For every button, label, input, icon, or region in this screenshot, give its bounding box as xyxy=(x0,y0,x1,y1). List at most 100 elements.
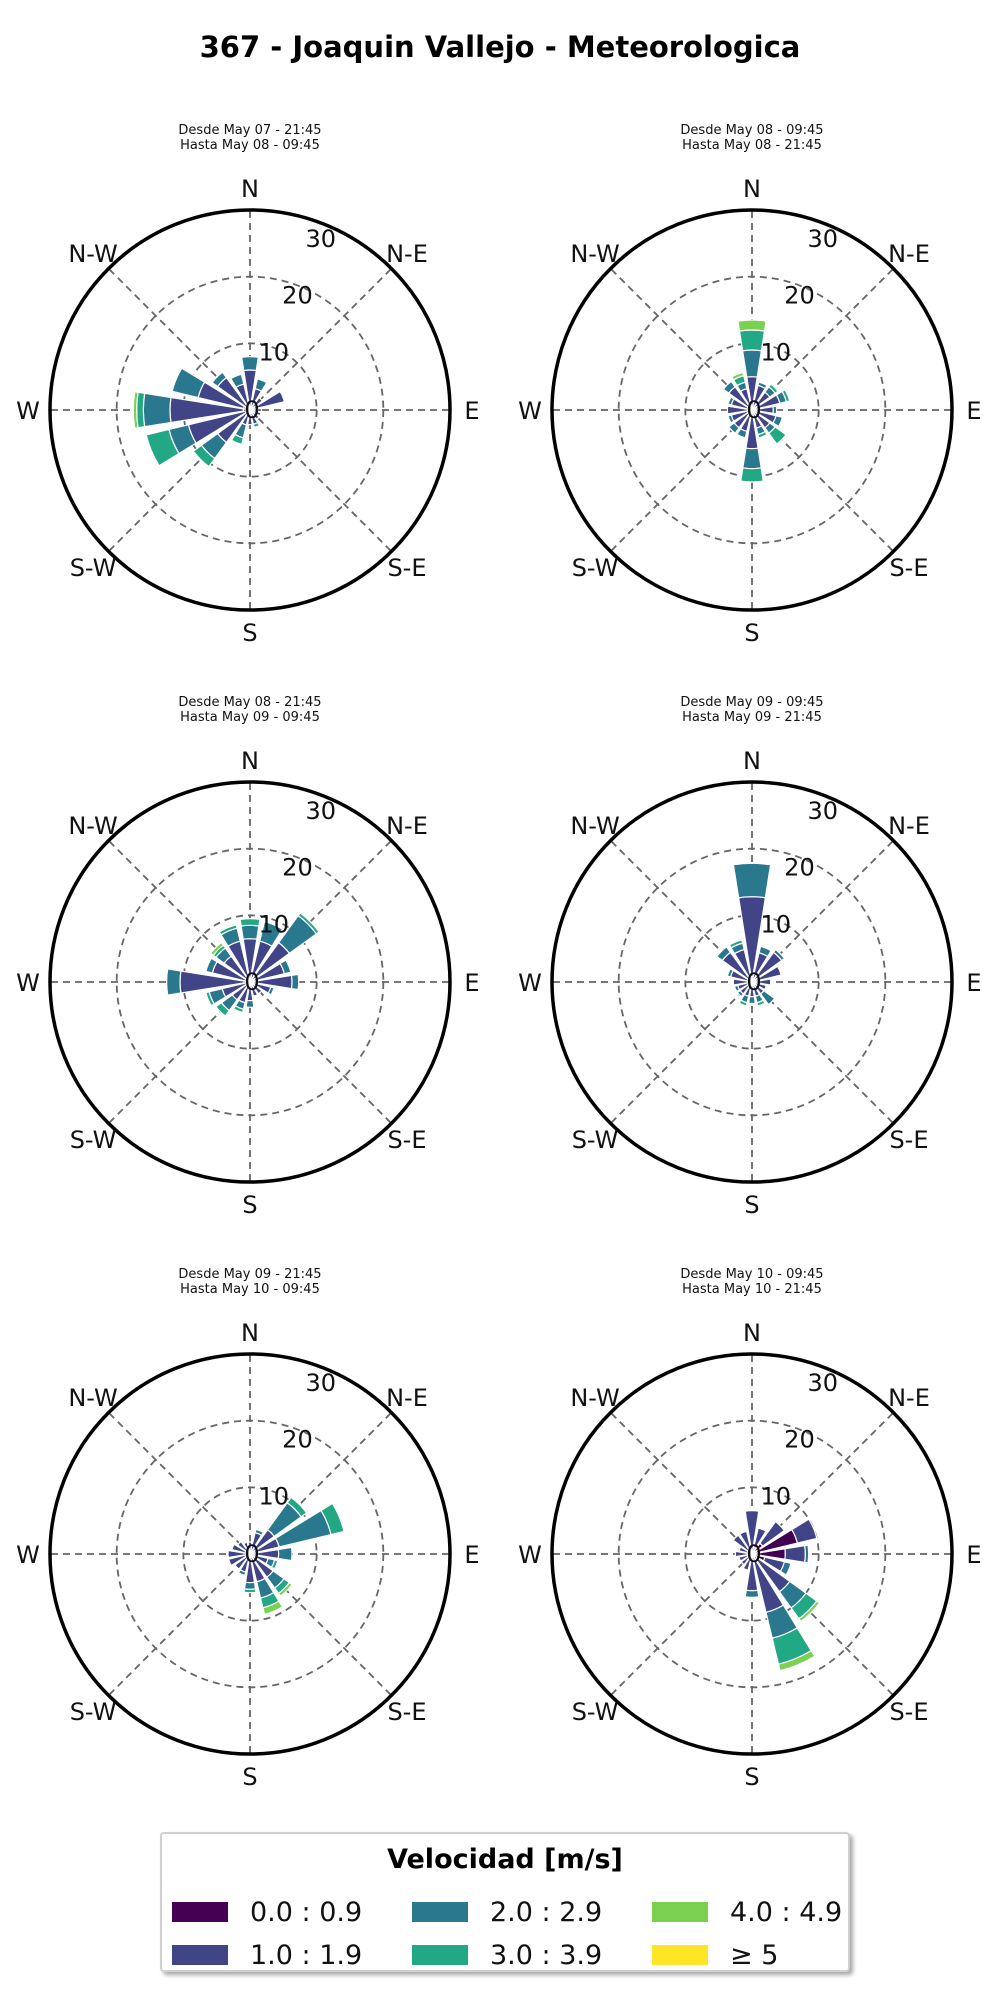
wind-bar-segment xyxy=(230,433,245,446)
direction-label: E xyxy=(464,397,479,425)
wind-bar-segment xyxy=(254,378,268,393)
grid-spoke xyxy=(107,409,251,553)
panel-subtitle-to: Hasta May 09 - 21:45 xyxy=(682,710,822,725)
wind-bar-segment xyxy=(252,421,261,429)
grid-spoke xyxy=(249,981,393,1125)
radial-tick-label: 30 xyxy=(306,1369,337,1397)
wind-bar-segment xyxy=(772,948,786,962)
legend-label: 2.0 : 2.9 xyxy=(490,1896,603,1928)
grid-spoke xyxy=(107,981,251,1125)
direction-label: S xyxy=(242,1763,257,1791)
wind-bar-segment xyxy=(230,373,245,389)
direction-label: N-E xyxy=(888,240,930,268)
radial-tick-label: 10 xyxy=(760,1483,791,1511)
legend-item-bin-4: 4.0 : 4.9 xyxy=(652,1894,842,1930)
direction-label: N-E xyxy=(888,1384,930,1412)
radial-tick-label: 0 xyxy=(746,968,761,996)
wind-bar-segment xyxy=(290,973,300,991)
radial-tick-label: 20 xyxy=(282,281,313,309)
radial-tick-label: 20 xyxy=(784,1425,815,1453)
direction-label: S xyxy=(744,1191,759,1219)
grid-spoke xyxy=(249,1411,393,1555)
direction-label: N-E xyxy=(386,812,428,840)
wind-bar-segment xyxy=(740,467,764,483)
legend-swatch xyxy=(172,1902,228,1922)
wind-bar-segment xyxy=(205,991,216,1007)
grid-spoke xyxy=(107,839,251,983)
wind-bar-segment xyxy=(209,941,225,957)
wind-bar-segment xyxy=(747,995,757,1004)
grid-spoke xyxy=(249,267,393,411)
legend-swatch xyxy=(172,1945,228,1965)
direction-label: N-E xyxy=(888,812,930,840)
wind-bar-segment xyxy=(727,396,735,406)
wind-bar-segment xyxy=(722,380,736,394)
wind-bar-segment xyxy=(237,1569,247,1577)
direction-label: N-W xyxy=(68,1384,117,1412)
wind-bar-segment xyxy=(166,968,182,996)
direction-label: S-E xyxy=(889,554,928,582)
wind-bar-segment xyxy=(254,1528,265,1537)
wind-bar-segment xyxy=(772,405,778,415)
wind-bar-segment xyxy=(171,367,206,399)
wind-bar-segment xyxy=(242,1541,251,1554)
wind-bar-segment xyxy=(759,1520,786,1547)
direction-label: S-E xyxy=(889,1698,928,1726)
grid-spoke xyxy=(107,1411,251,1555)
legend-title: Velocidad [m/s] xyxy=(387,1844,623,1875)
wind-bar-segment xyxy=(777,1649,816,1672)
wind-bar-segment xyxy=(730,371,745,381)
wind-bar-segment xyxy=(733,984,741,993)
outer-ring xyxy=(48,1352,452,1756)
panel-subtitle-to: Hasta May 10 - 21:45 xyxy=(682,1282,822,1297)
wind-bar-segment xyxy=(243,1588,257,1594)
wind-bar-segment xyxy=(218,924,238,936)
wind-bar-segment xyxy=(259,920,284,948)
wind-bar-segment xyxy=(727,414,735,424)
direction-label: N xyxy=(241,1319,259,1347)
radial-tick-label: 20 xyxy=(784,281,815,309)
direction-label: W xyxy=(518,1541,542,1569)
direction-label: N-E xyxy=(386,1384,428,1412)
grid-spoke xyxy=(751,839,895,983)
direction-label: N-W xyxy=(570,1384,619,1412)
wind-bar-segment xyxy=(716,946,732,962)
radial-tick-label: 10 xyxy=(258,911,289,939)
wind-bar-segment xyxy=(727,422,740,435)
panel-subtitle-from: Desde May 09 - 21:45 xyxy=(178,1267,321,1282)
legend-item-bin-1: 1.0 : 1.9 xyxy=(172,1937,362,1973)
wind-bar-segment xyxy=(279,959,292,975)
wind-bar-segment xyxy=(239,918,261,927)
outer-ring xyxy=(550,1352,954,1756)
radial-tick-label: 30 xyxy=(306,225,337,253)
wind-bar-segment xyxy=(297,912,320,935)
grid-spoke xyxy=(609,409,753,553)
direction-label: S-E xyxy=(387,1126,426,1154)
radial-tick-label: 30 xyxy=(808,225,839,253)
direction-label: N-W xyxy=(68,812,117,840)
radial-tick-label: 30 xyxy=(306,797,337,825)
legend-item-bin-2: 2.0 : 2.9 xyxy=(412,1894,602,1930)
direction-label: N xyxy=(743,1319,761,1347)
radial-tick-label: 0 xyxy=(244,396,259,424)
grid-spoke xyxy=(751,1553,895,1697)
wind-bar-segment xyxy=(270,1559,279,1570)
wind-bar-segment xyxy=(784,1544,806,1564)
direction-label: S-E xyxy=(387,1698,426,1726)
wind-bar-segment xyxy=(267,986,275,996)
outer-ring xyxy=(550,208,954,612)
wind-bar-segment xyxy=(132,391,139,429)
direction-label: N xyxy=(743,747,761,775)
radial-tick-label: 10 xyxy=(258,1483,289,1511)
wind-bar-segment xyxy=(192,444,216,468)
direction-label: E xyxy=(966,1541,981,1569)
wind-bar-segment xyxy=(758,945,772,958)
panel-subtitle-from: Desde May 07 - 21:45 xyxy=(178,123,321,138)
direction-label: S-W xyxy=(572,1698,619,1726)
panel-subtitle-to: Hasta May 10 - 09:45 xyxy=(180,1282,320,1297)
direction-label: N xyxy=(241,175,259,203)
